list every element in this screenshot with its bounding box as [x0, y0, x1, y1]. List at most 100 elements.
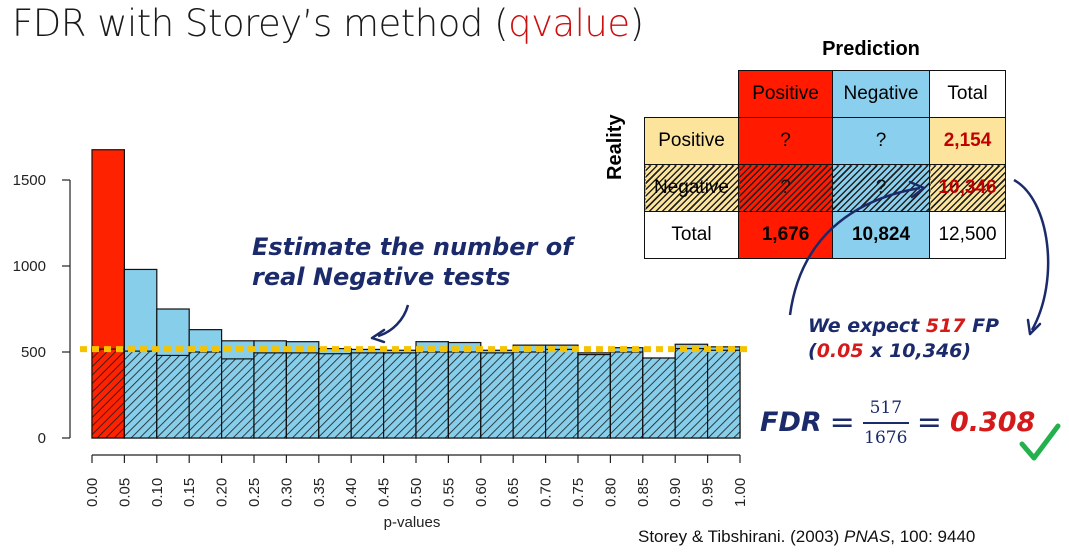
matrix-row-negative: Negative ? ? 10,346 — [644, 164, 1006, 212]
cell-negative-total: 10,346 — [929, 164, 1006, 212]
matrix-title: Prediction — [822, 38, 920, 60]
fp-alpha: 0.05 — [816, 340, 864, 362]
title-accent: qvalue — [508, 2, 630, 45]
y-tick-label-1: 500 — [21, 344, 46, 361]
header-negative: Negative — [832, 70, 930, 118]
null-hatch-9 — [383, 352, 417, 439]
fdr-numerator: 517 — [869, 398, 903, 418]
x-tick-label-8: 0.40 — [343, 478, 360, 507]
cell-tn: ? — [832, 164, 930, 212]
null-hatch-15 — [577, 353, 612, 439]
x-tick-label-13: 0.65 — [505, 478, 522, 507]
x-tick-label-9: 0.45 — [376, 478, 393, 507]
citation-authors: Storey & Tibshirani. (2003) — [638, 527, 844, 546]
y-axis: 0 500 1000 1500 — [13, 172, 71, 447]
y-tick-label-2: 1000 — [13, 258, 46, 275]
checkmark-icon — [1019, 423, 1061, 461]
x-tick-label-12: 0.60 — [473, 478, 490, 507]
null-hatch-14 — [544, 348, 579, 439]
annotation-line-2: real Negative tests — [252, 263, 511, 291]
null-hatch-10 — [415, 351, 450, 439]
fdr-label: FDR — [760, 407, 822, 439]
cell-grand-total: 12,500 — [929, 211, 1006, 259]
fp-rest: x 10,346) — [863, 340, 972, 362]
x-axis-label: p-values — [384, 514, 441, 531]
fdr-equals: = — [829, 405, 855, 441]
x-tick-label-6: 0.30 — [278, 478, 295, 507]
null-hatch-16 — [609, 351, 644, 439]
null-hatch-8 — [350, 352, 385, 439]
y-tick-label-0: 0 — [38, 430, 46, 447]
fdr-equals-2: = — [916, 405, 942, 441]
fdr-denominator: 1676 — [864, 427, 908, 448]
x-tick-label-3: 0.15 — [181, 478, 198, 507]
x-tick-label-19: 0.95 — [700, 478, 717, 507]
null-hatch-1 — [123, 350, 158, 439]
row-label-positive: Positive — [644, 117, 739, 165]
row-label-total: Total — [644, 211, 739, 259]
null-hatch-4 — [221, 358, 255, 439]
x-tick-label-16: 0.80 — [602, 478, 619, 507]
null-hatch-12 — [480, 352, 514, 439]
confusion-matrix: Positive Negative Total Positive ? ? 2,1… — [644, 70, 1006, 259]
citation-rest: , 100: 9440 — [890, 527, 976, 546]
fp-value: 517 — [925, 315, 966, 337]
y-tick-label-3: 1500 — [13, 172, 46, 189]
cell-fp: ? — [738, 164, 833, 212]
x-tick-label-18: 0.90 — [667, 478, 684, 507]
null-hatch-17 — [642, 357, 676, 439]
x-tick-label-5: 0.25 — [246, 478, 263, 507]
null-hatch-0 — [91, 348, 126, 439]
page-title: FDR with Storey’s method (qvalue) — [12, 2, 644, 45]
matrix-corner — [645, 71, 739, 118]
x-tick-label-14: 0.70 — [538, 478, 555, 507]
null-hatch-3 — [188, 351, 223, 439]
fp-line-2: (0.05 x 10,346) — [808, 339, 999, 364]
x-tick-label-17: 0.85 — [635, 478, 652, 507]
x-tick-label-0: 0.00 — [84, 478, 101, 507]
fp-open: ( — [808, 340, 817, 362]
fp-post: FP — [965, 315, 1000, 337]
x-tick-label-10: 0.50 — [408, 478, 425, 507]
null-hatch-7 — [318, 353, 352, 439]
fdr-equation: FDR = 517 1676 = 0.308 — [760, 398, 1035, 448]
annotation-line-1: Estimate the number of — [252, 233, 573, 261]
null-hatch-11 — [447, 351, 482, 439]
x-tick-label-2: 0.10 — [149, 478, 166, 507]
citation: Storey & Tibshirani. (2003) PNAS, 100: 9… — [638, 527, 975, 547]
row-label-negative: Negative — [644, 164, 739, 212]
matrix-row-total: Total 1,676 10,824 12,500 — [644, 211, 1006, 259]
cell-tp: ? — [738, 117, 833, 165]
fraction-bar — [862, 422, 909, 424]
fdr-result: 0.308 — [949, 407, 1036, 439]
title-main: FDR with Storey’s method ( — [12, 2, 509, 45]
expected-fp-annotation: We expect 517 FP (0.05 x 10,346) — [808, 314, 999, 364]
matrix-side-label: Reality — [604, 114, 626, 180]
title-close: ) — [629, 2, 644, 45]
fp-pre: We expect — [808, 315, 926, 337]
citation-journal: PNAS — [843, 527, 891, 546]
header-total: Total — [929, 70, 1006, 118]
null-hatch-5 — [253, 352, 288, 439]
x-tick-label-1: 0.05 — [116, 478, 133, 507]
x-tick-label-20: 1.00 — [732, 478, 749, 507]
null-hatch-13 — [512, 351, 547, 439]
matrix-row-positive: Positive ? ? 2,154 — [644, 117, 1006, 165]
header-positive: Positive — [738, 70, 833, 118]
cell-fn: ? — [832, 117, 930, 165]
null-hatch-6 — [285, 352, 320, 439]
histogram-bars — [80, 149, 752, 439]
x-tick-label-15: 0.75 — [570, 478, 587, 507]
x-axis: 0.00 0.05 0.10 0.15 0.20 0.25 0.30 0.35 0.40 0.45… — [84, 454, 749, 507]
x-tick-label-7: 0.35 — [311, 478, 328, 507]
null-hatch-2 — [156, 354, 190, 439]
fdr-fraction: 517 1676 — [862, 398, 909, 448]
estimate-negatives-annotation: Estimate the number of real Negative tes… — [252, 232, 573, 292]
null-hatch-19 — [706, 349, 741, 439]
cell-predicted-positive-total: 1,676 — [738, 211, 833, 259]
matrix-header-row: Positive Negative Total — [645, 70, 1006, 118]
cell-predicted-negative-total: 10,824 — [832, 211, 930, 259]
null-hatch-18 — [674, 347, 709, 439]
x-tick-label-4: 0.20 — [214, 478, 231, 507]
